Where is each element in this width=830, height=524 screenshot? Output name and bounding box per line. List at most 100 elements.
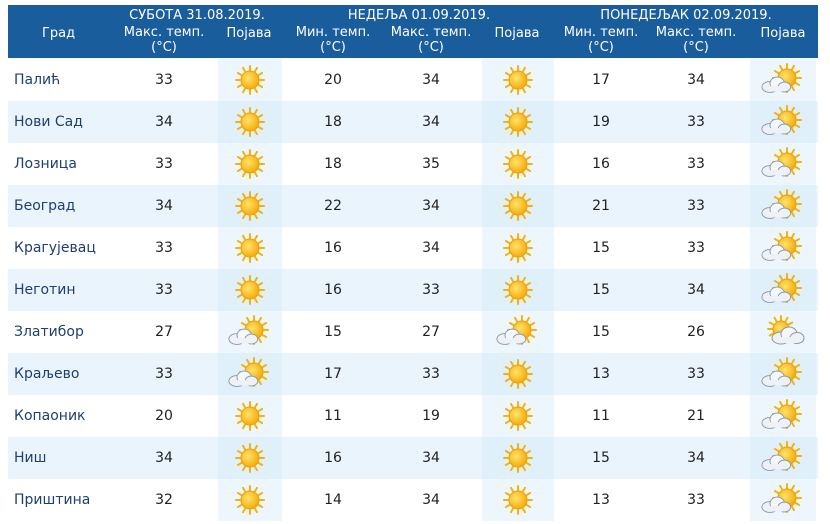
day2-phenomenon-header: Појава xyxy=(494,26,540,41)
day3-phenomenon-cell xyxy=(750,311,816,353)
day2-max-temp: 34 xyxy=(422,240,440,256)
day1-max-temp: 33 xyxy=(155,72,173,88)
day3-max-temp: 34 xyxy=(687,72,705,88)
cloud-sun-icon xyxy=(759,312,807,356)
day2-max-header: Макс. темп. xyxy=(390,25,472,40)
day3-phenomenon-cell xyxy=(750,143,816,185)
table-row: Ниш 34 16 34 15 34 xyxy=(8,437,818,479)
sun-icon xyxy=(494,186,542,230)
city-name: Приштина xyxy=(14,492,91,508)
sun-icon xyxy=(494,480,542,524)
day2-min-temp: 18 xyxy=(324,114,342,130)
day3-max-temp: 33 xyxy=(687,492,705,508)
day2-max-temp: 33 xyxy=(422,366,440,382)
day2-max-temp: 34 xyxy=(422,198,440,214)
day3-phenomenon-cell xyxy=(750,395,816,437)
day3-min-temp: 19 xyxy=(592,114,610,130)
sun-icon xyxy=(226,102,274,146)
day3-min-temp: 15 xyxy=(592,324,610,340)
day2-min-temp: 16 xyxy=(324,240,342,256)
day3-phenomenon-cell xyxy=(750,269,816,311)
day3-phenomenon-cell xyxy=(750,185,816,227)
table-row: Лозница 33 18 35 16 33 xyxy=(8,143,818,185)
city-name: Лозница xyxy=(14,156,77,172)
day2-phenomenon-cell xyxy=(482,311,554,353)
day1-phenomenon-cell xyxy=(218,311,282,353)
table-row: Крагујевац 33 16 34 15 33 xyxy=(8,227,818,269)
sun-cloud-icon xyxy=(759,102,807,146)
day2-phenomenon-cell xyxy=(482,185,554,227)
day2-title: НЕДЕЉА 01.09.2019. xyxy=(347,8,491,23)
day3-max-temp: 33 xyxy=(687,366,705,382)
city-column-header: Град xyxy=(42,26,76,41)
day1-phenomenon-cell xyxy=(218,269,282,311)
sun-icon xyxy=(494,102,542,146)
city-name: Ниш xyxy=(14,450,47,466)
city-name: Нови Сад xyxy=(14,114,83,130)
sun-icon xyxy=(226,186,274,230)
day2-phenomenon-cell xyxy=(482,101,554,143)
city-name: Палић xyxy=(14,72,61,88)
table-row: Краљево 33 17 33 13 33 xyxy=(8,353,818,395)
sun-cloud-icon xyxy=(759,186,807,230)
sun-icon xyxy=(226,396,274,440)
sun-icon xyxy=(226,480,274,524)
sun-icon xyxy=(494,270,542,314)
day3-max-header: Макс. темп. xyxy=(655,25,737,40)
day3-min-temp: 15 xyxy=(592,282,610,298)
day1-max-temp: 33 xyxy=(155,366,173,382)
table-row: Неготин 33 16 33 15 34 xyxy=(8,269,818,311)
day2-min-temp: 17 xyxy=(324,366,342,382)
day2-max-temp: 33 xyxy=(422,282,440,298)
day3-min-temp: 17 xyxy=(592,72,610,88)
day3-phenomenon-cell xyxy=(750,59,816,101)
day1-max-temp: 33 xyxy=(155,240,173,256)
day2-min-temp: 16 xyxy=(324,282,342,298)
day2-min-temp: 18 xyxy=(324,156,342,172)
sun-icon xyxy=(494,228,542,272)
day3-max-temp: 33 xyxy=(687,156,705,172)
day2-phenomenon-cell xyxy=(482,437,554,479)
sun-cloud-icon xyxy=(759,60,807,104)
city-name: Златибор xyxy=(14,324,84,340)
day3-phenomenon-header: Појава xyxy=(760,26,806,41)
day2-phenomenon-cell xyxy=(482,143,554,185)
sun-icon xyxy=(226,144,274,188)
day1-max-temp: 34 xyxy=(155,114,173,130)
day1-max-temp: 34 xyxy=(155,450,173,466)
day2-phenomenon-cell xyxy=(482,59,554,101)
day3-max-temp: 33 xyxy=(687,198,705,214)
day3-title: ПОНЕДЕЉАК 02.09.2019. xyxy=(600,8,772,23)
sun-cloud-icon xyxy=(759,480,807,524)
sun-icon xyxy=(494,354,542,398)
day3-max-temp: 26 xyxy=(687,324,705,340)
day2-max-temp: 19 xyxy=(422,408,440,424)
day3-min-temp: 11 xyxy=(592,408,610,424)
day1-phenomenon-cell xyxy=(218,353,282,395)
sun-cloud-icon xyxy=(226,312,274,356)
city-name: Копаоник xyxy=(14,408,86,424)
day3-phenomenon-cell xyxy=(750,227,816,269)
day1-phenomenon-header: Појава xyxy=(226,26,272,41)
sun-icon xyxy=(494,60,542,104)
day1-phenomenon-cell xyxy=(218,101,282,143)
day2-max-temp: 34 xyxy=(422,72,440,88)
day3-max-temp: 34 xyxy=(687,282,705,298)
day2-max-temp: 34 xyxy=(422,450,440,466)
day3-min-temp: 13 xyxy=(592,492,610,508)
day1-max-temp: 33 xyxy=(155,282,173,298)
day2-max-temp: 35 xyxy=(422,156,440,172)
table-row: Приштина 32 14 34 13 33 xyxy=(8,479,818,521)
table-row: Копаоник 20 11 19 11 21 xyxy=(8,395,818,437)
day1-phenomenon-cell xyxy=(218,479,282,521)
day2-max-temp: 27 xyxy=(422,324,440,340)
day2-min-temp: 22 xyxy=(324,198,342,214)
day2-max-unit: (°C) xyxy=(418,40,444,55)
day1-phenomenon-cell xyxy=(218,59,282,101)
day3-max-temp: 21 xyxy=(687,408,705,424)
table-row: Палић 33 20 34 17 34 xyxy=(8,59,818,101)
sun-icon xyxy=(226,60,274,104)
day2-min-temp: 14 xyxy=(324,492,342,508)
day1-phenomenon-cell xyxy=(218,143,282,185)
